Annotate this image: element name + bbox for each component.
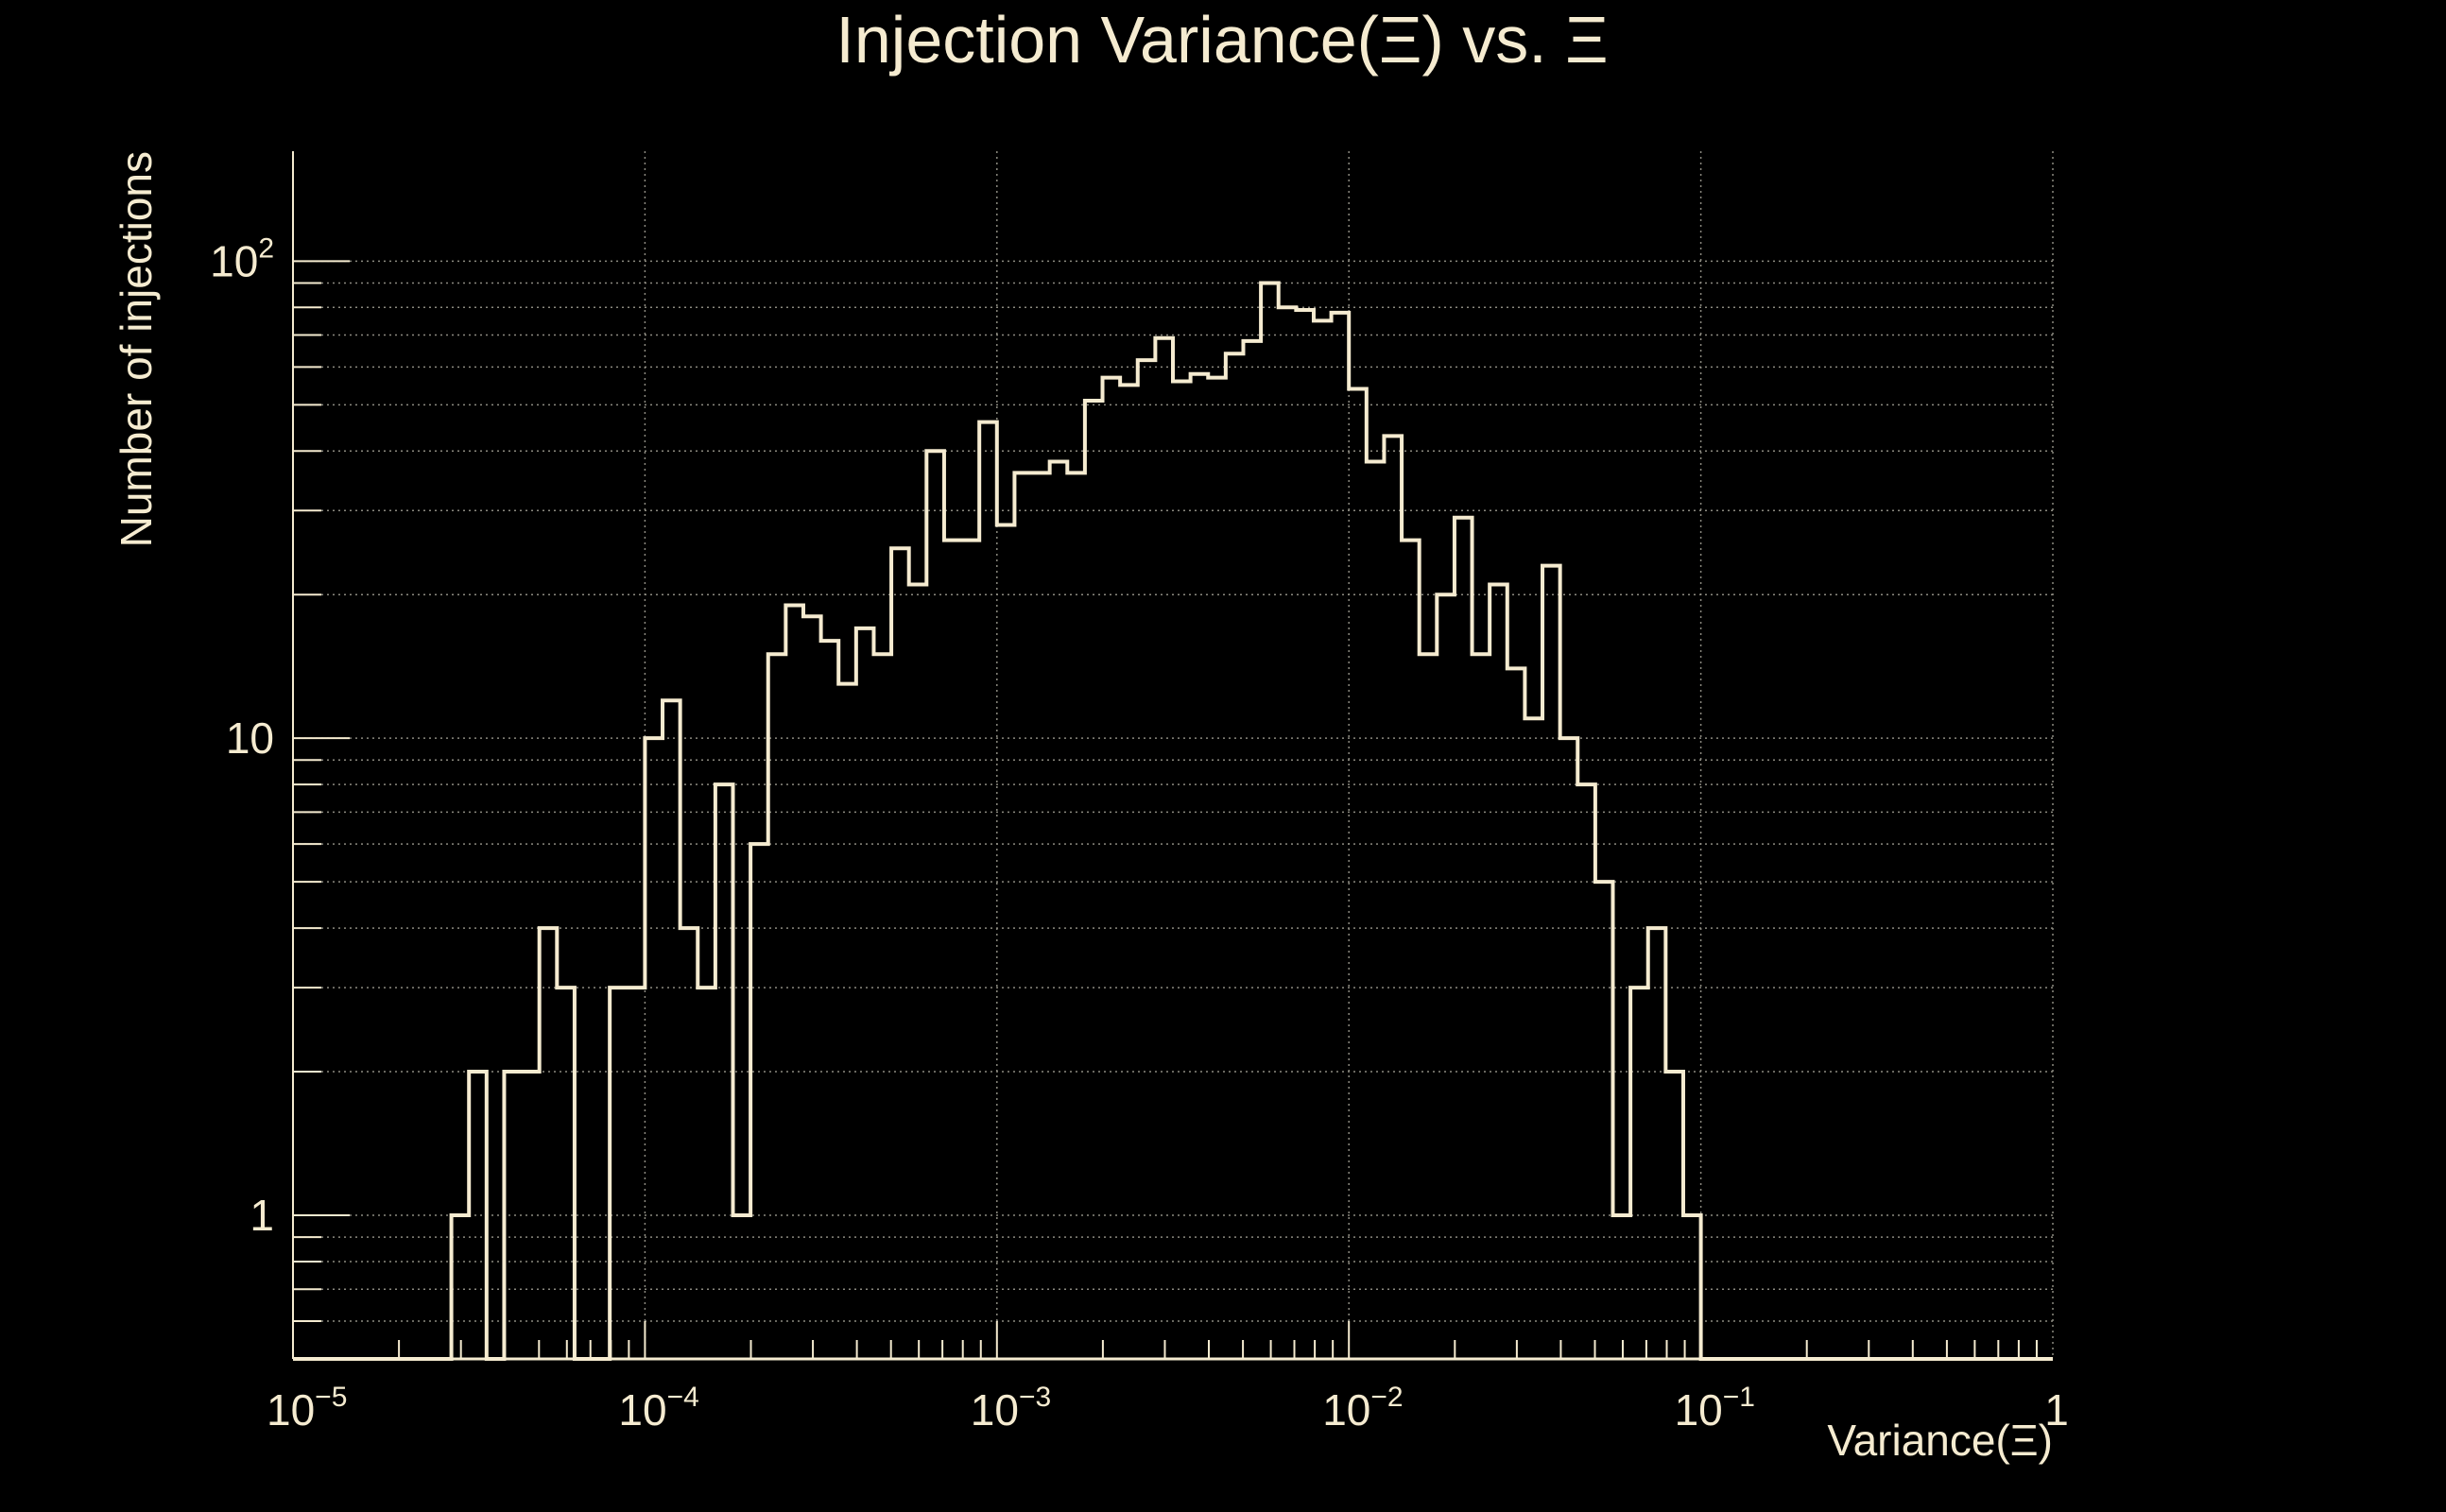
x-tick-label: 10−5 <box>267 1382 347 1435</box>
x-tick-label: 10−4 <box>618 1382 698 1435</box>
y-tick-label: 10 <box>226 713 274 763</box>
histogram-series <box>293 281 2053 1361</box>
x-axis-label: Variance(Ξ) <box>1827 1416 2053 1465</box>
y-tick-label: 1 <box>250 1191 274 1240</box>
y-axis-tick-labels: 1 10 102 <box>210 232 274 1240</box>
grid-lines <box>292 151 2054 1360</box>
y-axis-label: Number of injections <box>112 151 161 547</box>
x-tick-label: 10−2 <box>1322 1382 1403 1435</box>
x-axis-tick-labels: 10−5 10−4 10−3 10−2 10−1 1 <box>267 1382 2069 1435</box>
x-tick-label: 1 <box>2044 1385 2069 1435</box>
chart-title: Injection Variance(Ξ) vs. Ξ <box>835 3 1608 77</box>
y-tick-label: 102 <box>210 232 274 285</box>
x-tick-label: 10−1 <box>1675 1382 1755 1435</box>
minor-ticks <box>292 260 2038 1360</box>
x-tick-label: 10−3 <box>971 1382 1051 1435</box>
